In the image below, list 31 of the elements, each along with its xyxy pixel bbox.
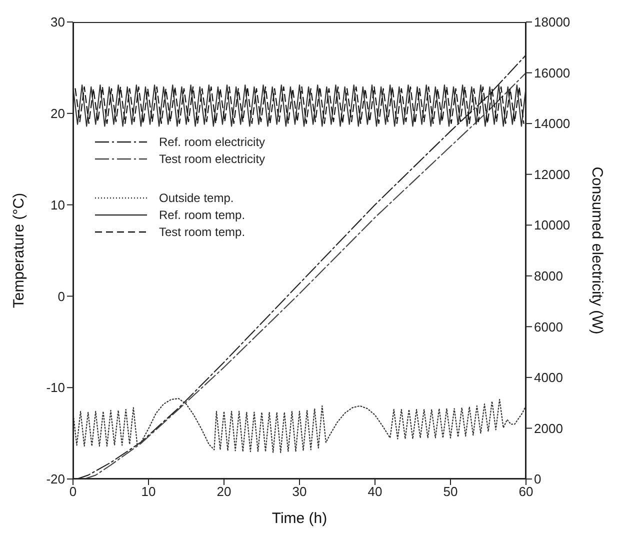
y2-tick-label: 8000	[534, 268, 563, 284]
legend-label: Outside temp.	[159, 190, 234, 204]
x-tick-label: 10	[141, 484, 156, 500]
legend-label: Test room electricity	[159, 152, 266, 166]
x-tick-label: 40	[368, 484, 382, 500]
x-tick-label: 20	[216, 484, 232, 500]
y-tick-label: -20	[46, 472, 65, 487]
y2-tick-label: 18000	[534, 14, 570, 30]
y2-tick-label: 16000	[534, 65, 570, 80]
y-tick-label: 10	[50, 197, 65, 212]
y2-tick-label: 0	[534, 472, 542, 487]
y-axis-title: Temperature (°C)	[10, 192, 28, 308]
y2-tick-label: 12000	[534, 166, 570, 182]
y2-tick-label: 10000	[534, 218, 570, 233]
y2-tick-label: 6000	[534, 319, 563, 334]
x-axis-title: Time (h)	[272, 510, 328, 527]
x-tick-label: 50	[443, 484, 458, 500]
x-tick-label: 60	[518, 484, 534, 500]
y-tick-label: 20	[50, 106, 65, 122]
y2-tick-label: 14000	[534, 116, 570, 132]
y2-tick-label: 2000	[534, 420, 563, 436]
y2-axis-title: Consumed electricity (W)	[588, 166, 606, 334]
x-tick-label: 0	[69, 484, 77, 500]
y-tick-label: 30	[50, 14, 65, 30]
legend-label: Ref. room electricity	[159, 134, 266, 148]
legend-label: Test room temp.	[159, 224, 246, 238]
x-tick-label: 30	[292, 484, 307, 500]
y2-tick-label: 4000	[534, 370, 563, 386]
y-tick-label: 0	[58, 288, 65, 304]
y-tick-label: -10	[46, 380, 65, 396]
legend-label: Ref. room temp.	[159, 208, 246, 222]
